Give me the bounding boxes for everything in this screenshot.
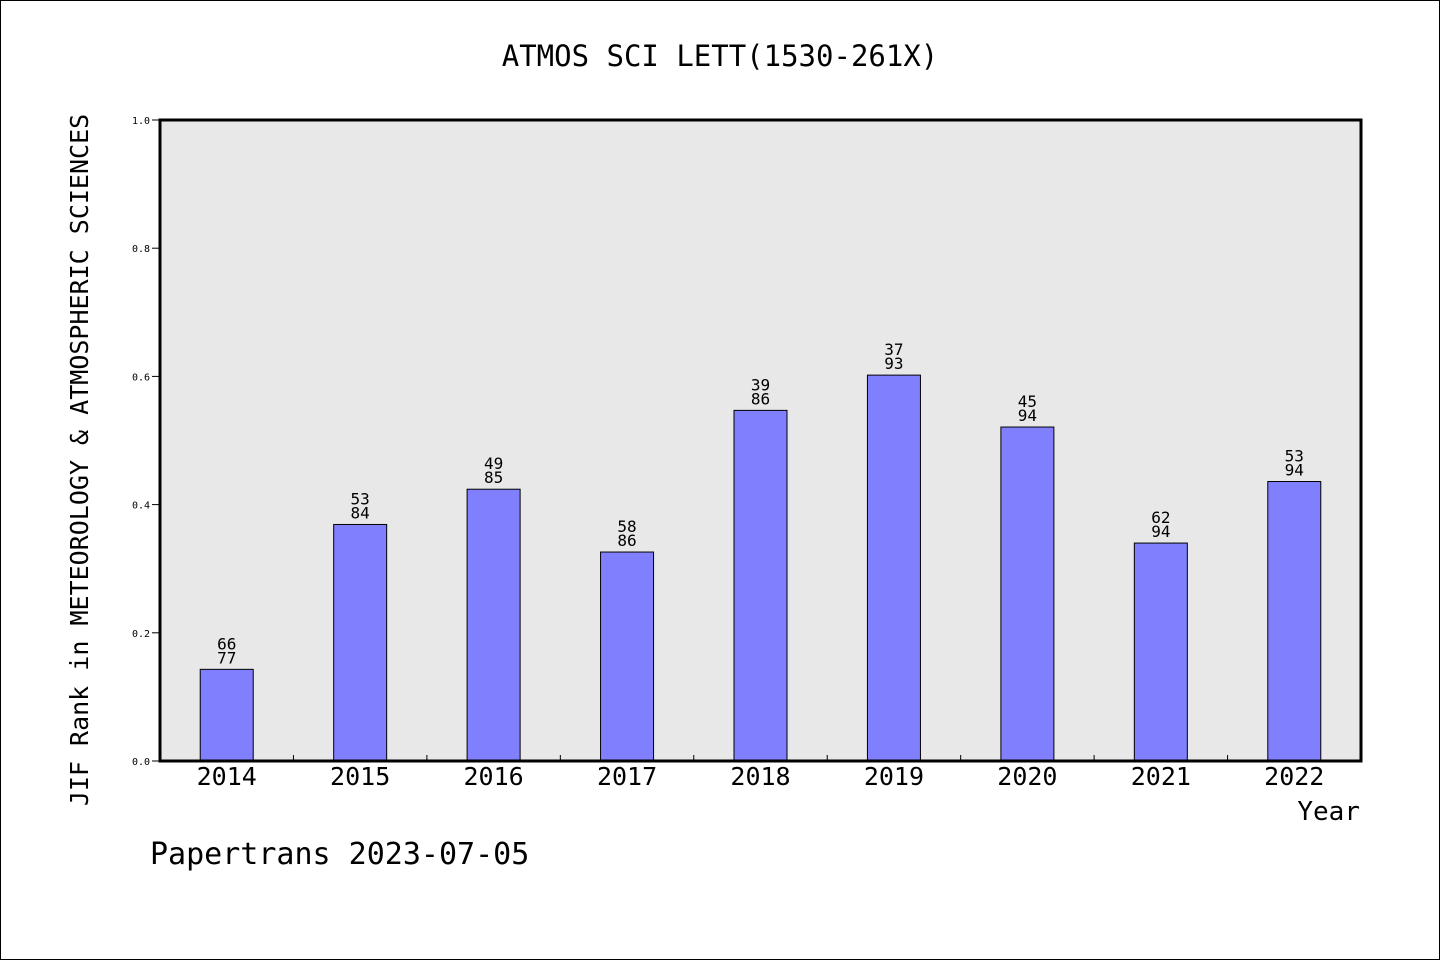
bar-label-rank: 39 [751, 375, 770, 394]
y-axis-label: JIF Rank in METEOROLOGY & ATMOSPHERIC SC… [65, 114, 94, 806]
bar-label-rank: 62 [1151, 508, 1170, 527]
bar-label-total: 85 [484, 468, 503, 487]
chart-title: ATMOS SCI LETT(1530-261X) [502, 39, 939, 73]
x-axis-label: Year [1297, 797, 1360, 827]
bar-label-total: 77 [217, 648, 236, 667]
bar-2022 [1267, 481, 1322, 762]
plot-border [158, 118, 1363, 763]
bar-2021 [1133, 542, 1188, 762]
x-tick-label: 2022 [1264, 762, 1324, 791]
bar-label-total: 86 [751, 389, 770, 408]
bar-label-total: 94 [1285, 461, 1304, 480]
x-axis-ticks: 2014 2015 2016 2017 2018 2019 2020 2021 2022 [197, 755, 1324, 791]
y-tick-label: 0.2 [132, 629, 150, 640]
bar-label-rank: 37 [884, 340, 903, 359]
x-tick-label: 2014 [197, 762, 257, 791]
y-axis-ticks: 0.0 0.2 0.4 0.6 0.8 1.0 [132, 116, 160, 768]
bar-2018 [733, 409, 788, 762]
bar-label-total: 84 [351, 503, 370, 522]
bar-2017 [600, 551, 655, 762]
bar-label-rank: 49 [484, 454, 503, 473]
bar-label-rank: 53 [351, 489, 370, 508]
y-tick-label: 0.4 [132, 501, 150, 512]
bar-label-total: 94 [1151, 522, 1170, 541]
x-tick-label: 2021 [1131, 762, 1191, 791]
x-tick-label: 2018 [730, 762, 790, 791]
x-tick-label: 2017 [597, 762, 657, 791]
bar-label-rank: 66 [217, 634, 236, 653]
bar-label-rank: 53 [1285, 447, 1304, 466]
x-tick-label: 2019 [864, 762, 924, 791]
credit-text: Papertrans 2023-07-05 [150, 837, 529, 872]
bar-label-rank: 45 [1018, 392, 1037, 411]
bar-2015 [333, 523, 388, 762]
x-tick-label: 2016 [464, 762, 524, 791]
bar-2020 [1000, 426, 1055, 762]
y-tick-label: 1.0 [132, 116, 150, 127]
bar-label-rank: 58 [617, 517, 636, 536]
bar-2019 [866, 374, 921, 762]
bar-2014 [199, 668, 254, 762]
y-tick-label: 0.8 [132, 244, 150, 255]
bar-label-total: 94 [1018, 406, 1037, 425]
y-tick-label: 0.6 [132, 372, 150, 383]
bar-label-total: 86 [617, 531, 636, 550]
x-tick-label: 2020 [997, 762, 1057, 791]
bars [199, 374, 1322, 762]
bar-2016 [466, 488, 521, 762]
y-tick-label: 0.0 [132, 757, 150, 768]
bar-label-total: 93 [884, 354, 903, 373]
x-tick-label: 2015 [330, 762, 390, 791]
